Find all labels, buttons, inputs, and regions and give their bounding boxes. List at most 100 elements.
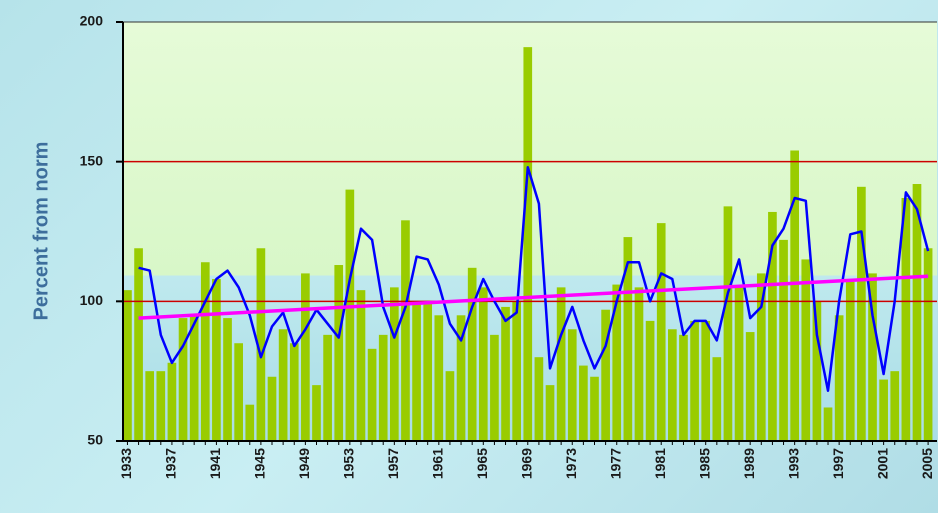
x-tick-label: 2001 bbox=[874, 448, 890, 479]
bar bbox=[356, 290, 366, 441]
bar bbox=[434, 315, 444, 441]
bar bbox=[734, 287, 744, 441]
x-tick-label: 1941 bbox=[207, 448, 223, 479]
x-tick-label: 1997 bbox=[830, 448, 846, 479]
x-tick-label: 1937 bbox=[163, 448, 179, 479]
bar bbox=[512, 301, 521, 441]
x-tick-label: 1969 bbox=[518, 448, 534, 479]
bar bbox=[534, 357, 544, 441]
bar bbox=[712, 357, 722, 441]
x-tick-label: 2005 bbox=[919, 448, 935, 479]
x-tick-label: 1945 bbox=[252, 448, 268, 479]
x-tick-label: 1953 bbox=[341, 448, 357, 479]
bar bbox=[701, 320, 711, 441]
bar bbox=[323, 334, 332, 441]
bar bbox=[656, 223, 666, 441]
bar bbox=[223, 318, 232, 441]
bar bbox=[868, 273, 877, 441]
bar bbox=[779, 239, 788, 441]
x-tick-label: 1989 bbox=[741, 448, 757, 479]
bar bbox=[245, 404, 255, 441]
bar bbox=[478, 287, 488, 441]
y-axis-label: Percent from norm bbox=[30, 142, 52, 321]
x-tick-label: 1933 bbox=[118, 448, 134, 479]
x-tick-label: 1949 bbox=[296, 448, 312, 479]
bar bbox=[890, 371, 900, 441]
bar bbox=[301, 273, 310, 441]
bar bbox=[601, 309, 610, 441]
y-tick-label: 100 bbox=[80, 292, 104, 308]
bar bbox=[312, 385, 321, 441]
bar bbox=[145, 371, 155, 441]
x-tick-label: 1985 bbox=[696, 448, 712, 479]
bar bbox=[845, 281, 855, 441]
bar bbox=[523, 47, 533, 441]
bar bbox=[768, 211, 777, 441]
bar bbox=[445, 371, 455, 441]
bar bbox=[490, 334, 499, 441]
bar bbox=[334, 265, 344, 441]
bar bbox=[156, 371, 166, 441]
bar bbox=[801, 259, 811, 441]
x-tick-label: 1961 bbox=[430, 448, 446, 479]
bar bbox=[200, 262, 210, 441]
bar bbox=[456, 315, 466, 441]
bar bbox=[134, 248, 143, 441]
smoothed-line bbox=[138, 166, 930, 392]
bar bbox=[412, 301, 421, 441]
x-tick-label: 1957 bbox=[385, 448, 401, 479]
bar bbox=[556, 287, 566, 441]
x-tick-label: 1973 bbox=[563, 448, 579, 479]
y-tick-label: 150 bbox=[80, 152, 104, 168]
bar bbox=[834, 315, 844, 441]
bar bbox=[823, 407, 833, 441]
bar bbox=[167, 362, 177, 441]
bar bbox=[723, 206, 733, 441]
bar bbox=[367, 348, 377, 441]
bar bbox=[378, 334, 388, 441]
bar bbox=[912, 184, 922, 441]
bar bbox=[401, 220, 410, 441]
bar bbox=[879, 379, 888, 441]
bar bbox=[634, 287, 644, 441]
bar bbox=[901, 197, 911, 441]
bar bbox=[545, 385, 555, 441]
bar bbox=[189, 315, 199, 441]
bar bbox=[256, 248, 266, 441]
trend-line bbox=[138, 274, 929, 320]
bar bbox=[679, 334, 688, 441]
bar bbox=[612, 284, 622, 441]
x-tick-label: 1993 bbox=[785, 448, 801, 479]
bar bbox=[923, 248, 933, 441]
x-tick-label: 1981 bbox=[652, 448, 668, 479]
bar bbox=[645, 320, 655, 441]
x-tick-label: 1977 bbox=[607, 448, 623, 479]
bar bbox=[289, 343, 299, 441]
bar bbox=[590, 376, 599, 441]
bar bbox=[501, 306, 510, 441]
y-tick-label: 200 bbox=[80, 13, 104, 29]
bar bbox=[567, 329, 577, 441]
y-tick-label: 50 bbox=[87, 432, 103, 448]
bar bbox=[623, 237, 633, 441]
bar bbox=[756, 273, 766, 441]
bar bbox=[123, 290, 132, 441]
bar bbox=[267, 376, 277, 441]
bar bbox=[790, 150, 799, 441]
bar bbox=[423, 301, 433, 441]
bar bbox=[668, 329, 677, 441]
x-tick-label: 1965 bbox=[474, 448, 490, 479]
bar bbox=[345, 189, 355, 441]
bar bbox=[178, 318, 188, 441]
bar bbox=[745, 332, 755, 441]
bar bbox=[389, 287, 399, 441]
bar bbox=[212, 278, 221, 441]
bar bbox=[234, 343, 243, 441]
bar bbox=[579, 365, 588, 441]
bar bbox=[278, 329, 288, 441]
bar bbox=[467, 267, 477, 441]
bar bbox=[812, 301, 822, 441]
bar bbox=[857, 186, 866, 441]
bar bbox=[690, 320, 699, 441]
